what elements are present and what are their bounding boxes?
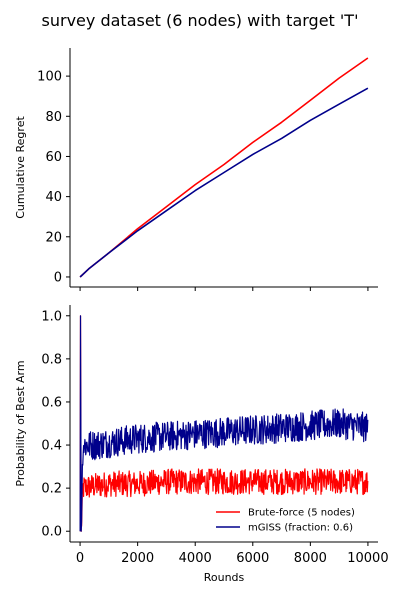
legend-label-mgiss: mGISS (fraction: 0.6) (248, 523, 353, 534)
x-tick-label: 0 (76, 551, 84, 566)
series-line-mgiss-fraction-0-6 (79, 315, 369, 532)
x-tick-label: 10000 (347, 551, 388, 566)
y-tick-label: 0.0 (41, 525, 62, 540)
legend-box (210, 502, 372, 536)
y-tick-label: 40 (45, 190, 62, 205)
series-line-mgiss-fraction-0-6 (79, 87, 369, 278)
y-tick-label: 0 (54, 270, 62, 285)
probability-best-arm-panel: 0.0 0.2 0.4 0.6 0.8 1.0 0 2000 4000 6000 8000 10000… (14, 305, 389, 584)
y-tick-label: 0.2 (41, 482, 62, 497)
y-tick-label: 60 (45, 150, 62, 165)
y-tick-label: 0.4 (41, 439, 62, 454)
x-tick-label: 6000 (236, 551, 269, 566)
cumulative-regret-panel: 0 20 40 60 80 100 Cumulative Regret (14, 48, 378, 291)
x-tick-label: 2000 (121, 551, 154, 566)
legend-label-brute-force: Brute-force (5 nodes) (248, 508, 355, 519)
series-line-brute-force-5-nodes (79, 315, 369, 532)
x-tick-label: 8000 (294, 551, 327, 566)
y-tick-label: 80 (45, 110, 62, 125)
y-axis-label: Cumulative Regret (14, 116, 27, 219)
y-tick-label: 0.8 (41, 352, 62, 367)
x-axis-label: Rounds (204, 571, 245, 584)
y-tick-label: 1.0 (41, 309, 62, 324)
legend: Brute-force (5 nodes) mGISS (fraction: 0… (210, 502, 372, 536)
y-tick-label: 100 (37, 70, 62, 85)
x-tick-label: 4000 (179, 551, 212, 566)
y-tick-label: 20 (45, 230, 62, 245)
figure-title: survey dataset (6 nodes) with target 'T' (42, 11, 359, 30)
y-tick-label: 0.6 (41, 395, 62, 410)
y-axis-label: Probability of Best Arm (14, 360, 27, 486)
